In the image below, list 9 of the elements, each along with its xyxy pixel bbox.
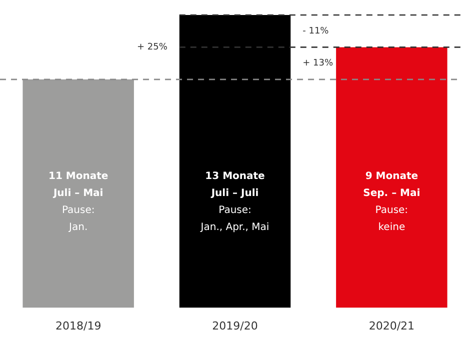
annotation: + 25% [136,42,168,53]
annotation: + 13% [302,58,334,69]
x-tick-label: 2019/20 [212,319,258,332]
annotation: 11 Monate Juli – Mai Pause: Jan. [48,171,108,234]
annotation: - 11% [302,26,330,36]
annotation: 9 Monate Sep. – Mai Pause: keine [363,171,420,234]
annotation: 13 Monate Juli – Juli Pause: Jan., Apr., Mai [200,171,270,234]
x-tick-label: 2018/19 [55,319,102,332]
x-tick-label: 2020/21 [368,319,415,332]
